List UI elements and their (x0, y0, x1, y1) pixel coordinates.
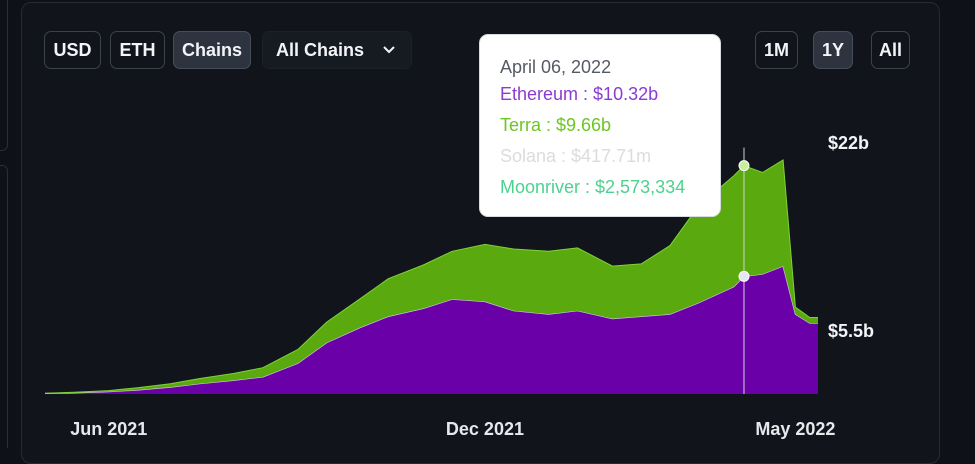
terra-area (45, 160, 818, 394)
hover-point-ethereum (738, 270, 750, 282)
terra-line (44, 159, 818, 394)
range-1y-button[interactable]: 1Y (813, 31, 853, 69)
x-tick-label: Dec 2021 (446, 419, 524, 439)
chains-button[interactable]: Chains (173, 31, 251, 69)
tooltip-ethereum-value: Ethereum : $10.32b (500, 84, 659, 104)
hover-point-terra (738, 160, 750, 172)
chain-select-label: All Chains (276, 39, 365, 60)
tooltip-date: April 06, 2022 (500, 57, 612, 77)
usd-button[interactable]: USD (44, 31, 101, 69)
left-panel-edge-top (0, 0, 8, 151)
chart-tooltip: April 06, 2022 Ethereum : $10.32b Terra … (479, 34, 721, 217)
tvl-chart: Jun 2021 Dec 2021 May 2022 $22b $5.5b (44, 133, 874, 439)
range-1m-button[interactable]: 1M (755, 31, 798, 69)
left-panel-edge-bottom (0, 165, 8, 448)
tooltip-terra-value: Terra : $9.66b (500, 115, 612, 135)
range-all-button[interactable]: All (871, 31, 910, 69)
eth-button[interactable]: ETH (110, 31, 165, 69)
x-tick-label: Jun 2021 (70, 419, 147, 439)
chevron-down-icon (383, 46, 395, 54)
tooltip-solana-value: Solana : $417.71m (500, 146, 652, 166)
ethereum-area (45, 266, 818, 394)
x-tick-label: May 2022 (755, 419, 835, 439)
tooltip-moonriver-value: Moonriver : $2,573,334 (500, 177, 686, 197)
y-tick-label: $22b (828, 133, 869, 153)
y-tick-label: $5.5b (828, 321, 874, 341)
chain-select-dropdown[interactable]: All Chains (262, 31, 412, 69)
